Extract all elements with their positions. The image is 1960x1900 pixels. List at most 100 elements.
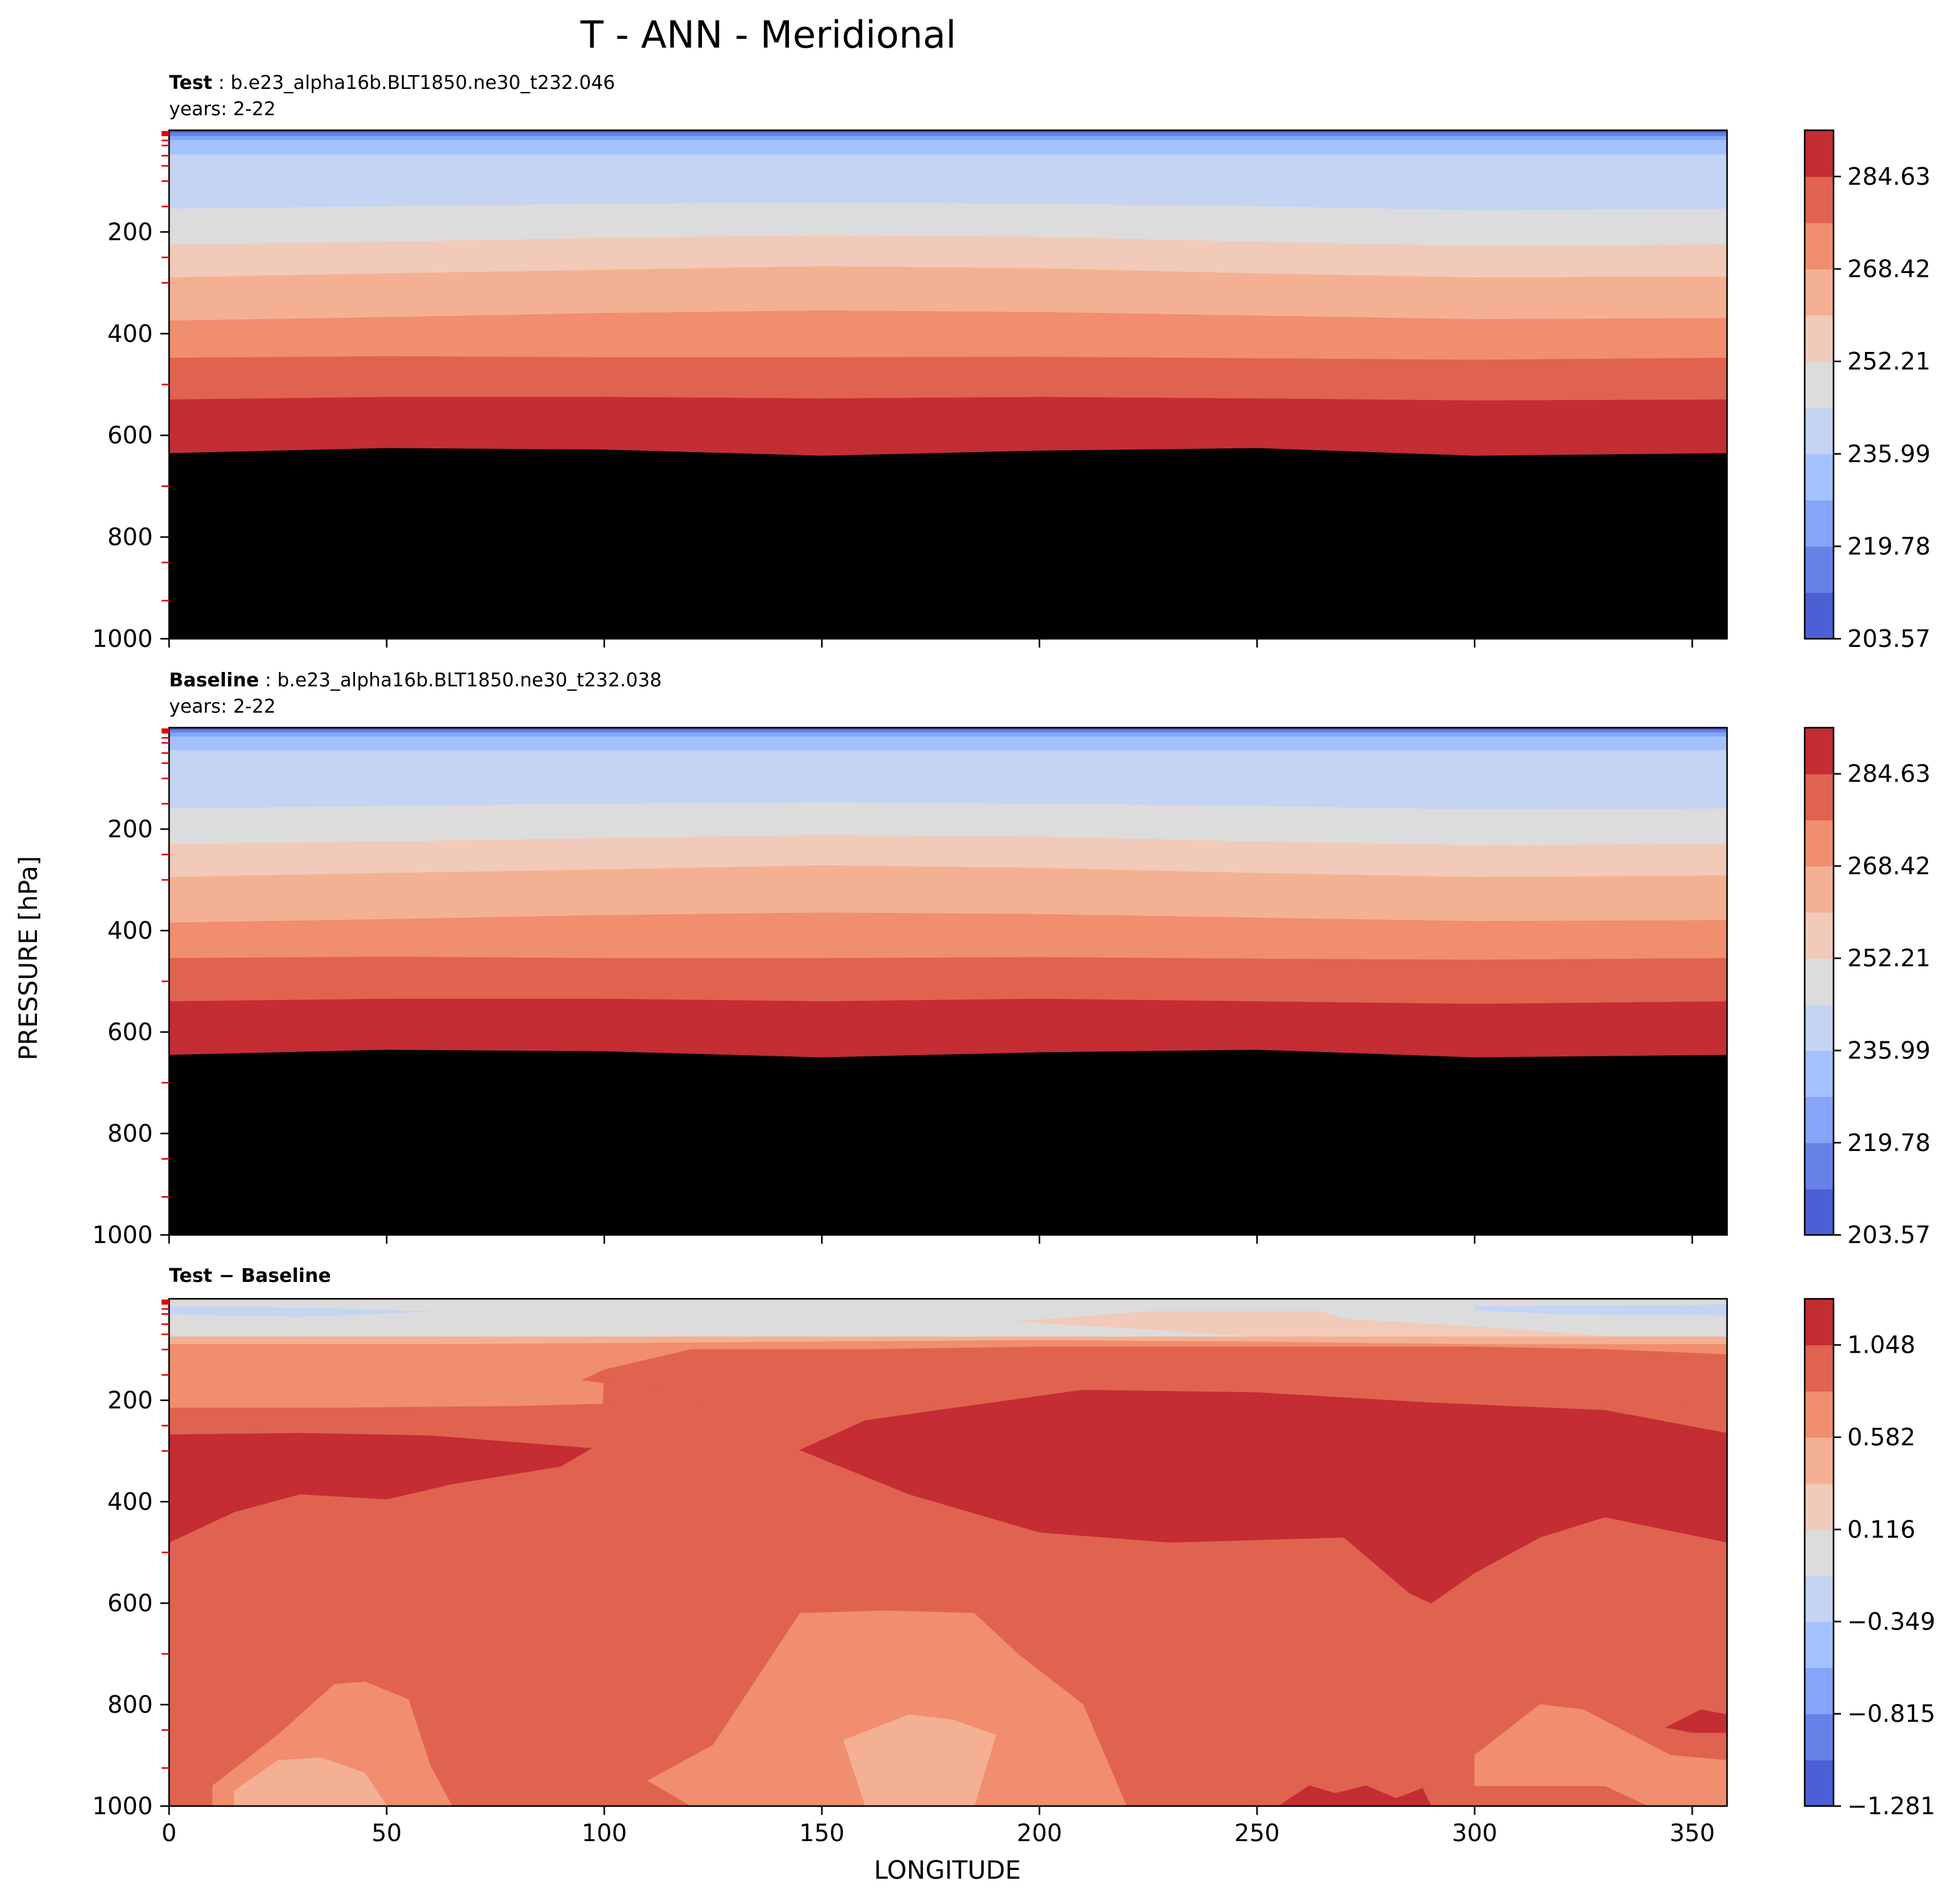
colorbar-segment xyxy=(1805,315,1834,362)
colorbar-frame xyxy=(1803,129,1835,640)
colorbar-segment xyxy=(1805,1621,1834,1668)
colorbar-tick-label: 203.57 xyxy=(1847,1221,1931,1249)
y-tick-label: 400 xyxy=(107,320,153,348)
x-tick-label: 150 xyxy=(799,1819,845,1847)
colorbar-segment xyxy=(1805,728,1834,775)
colorbar-segment xyxy=(1805,1050,1834,1097)
panel-header-baseline: Baseline : b.e23_alpha16b.BLT1850.ne30_t… xyxy=(169,669,662,691)
x-tick-label: 300 xyxy=(1452,1819,1498,1847)
y-tick-label: 600 xyxy=(107,1589,153,1617)
y-tick-label: 1000 xyxy=(92,1221,153,1249)
colorbar-segment xyxy=(1805,1004,1834,1051)
y-axis-label: PRESSURE [hPa] xyxy=(14,856,43,1060)
colorbar-segment xyxy=(1805,1713,1834,1760)
x-tick-label: 250 xyxy=(1234,1819,1280,1847)
panel-label: Baseline xyxy=(169,669,259,691)
figure-title: T - ANN - Meridional xyxy=(580,13,956,57)
colorbar-segment xyxy=(1805,453,1834,501)
colorbar-segment xyxy=(1805,222,1834,270)
colorbar-tick-label: 0.582 xyxy=(1847,1423,1916,1451)
colorbar-segment xyxy=(1805,176,1834,224)
y-tick-label: 400 xyxy=(107,1488,153,1515)
contour-region-10 xyxy=(1665,1709,1727,1733)
y-tick-label: 400 xyxy=(107,917,153,944)
panel-label: Test xyxy=(169,72,212,94)
colorbar-segment xyxy=(1805,1345,1834,1391)
contour-band-13 xyxy=(169,587,1727,639)
colorbar-segment xyxy=(1805,773,1834,820)
x-tick-label: 100 xyxy=(582,1819,627,1847)
panel-years-baseline: years: 2-22 xyxy=(169,696,276,718)
colorbar-tick-label: 284.63 xyxy=(1847,163,1931,190)
contour-region-13 xyxy=(1474,1704,1727,1806)
colorbar-segment xyxy=(1805,1760,1834,1807)
colorbar-segment xyxy=(1805,912,1834,959)
y-tick-label: 600 xyxy=(107,1018,153,1046)
panel-test: 200 400 600 800 1000 203.57 219.78 235.99 252.21… xyxy=(92,129,1931,653)
colorbar-segment xyxy=(1805,1529,1834,1576)
x-tick-label: 0 xyxy=(162,1819,177,1847)
contour-band-13 xyxy=(169,1192,1727,1235)
x-axis-label: LONGITUDE xyxy=(874,1856,1021,1885)
colorbar-frame xyxy=(1803,726,1835,1236)
colorbar-tick-label: 252.21 xyxy=(1847,944,1931,972)
colorbar-segment xyxy=(1805,1142,1834,1189)
panel-case: b.e23_alpha16b.BLT1850.ne30_t232.038 xyxy=(277,669,662,691)
contour-area xyxy=(169,728,1727,1235)
panel-sep: : xyxy=(212,72,230,94)
colorbar-tick-label: 219.78 xyxy=(1847,1129,1931,1157)
contour-region-8 xyxy=(169,1433,592,1543)
colorbar-segment xyxy=(1805,958,1834,1005)
colorbar-segment xyxy=(1805,407,1834,455)
contour-region-16 xyxy=(1278,1785,1431,1806)
colorbar-segment xyxy=(1805,592,1834,639)
colorbar-segment xyxy=(1805,1437,1834,1484)
y-tick-label: 800 xyxy=(107,524,153,551)
colorbar-segment xyxy=(1805,269,1834,316)
panel-baseline: 200 400 600 800 1000 203.57 219.78 235.99 252.21… xyxy=(92,726,1931,1249)
colorbar-tick-label: 268.42 xyxy=(1847,255,1931,282)
colorbar-tick-label: 235.99 xyxy=(1847,440,1931,468)
colorbar-tick-label: 235.99 xyxy=(1847,1037,1931,1065)
y-tick-label: 1000 xyxy=(92,1792,153,1820)
panel-header-diff: Test − Baseline xyxy=(169,1265,331,1287)
panel-years-test: years: 2-22 xyxy=(169,98,276,120)
colorbar: 203.57 219.78 235.99 252.21 268.42 284.63 xyxy=(1803,726,1931,1249)
y-tick-label: 200 xyxy=(107,815,153,843)
colorbar-segment xyxy=(1805,820,1834,867)
colorbar-segment xyxy=(1805,1391,1834,1438)
contour-region-9 xyxy=(799,1390,1727,1604)
contour-region-11 xyxy=(647,1610,1127,1806)
colorbar-segment xyxy=(1805,1097,1834,1144)
y-tick-label: 800 xyxy=(107,1691,153,1718)
contour-band-12 xyxy=(169,1107,1727,1235)
x-tick-label: 200 xyxy=(1017,1819,1063,1847)
colorbar-tick-label: 252.21 xyxy=(1847,348,1931,375)
contour-region-1 xyxy=(169,1306,431,1317)
y-tick-label: 200 xyxy=(107,218,153,245)
panel-case: b.e23_alpha16b.BLT1850.ne30_t232.046 xyxy=(230,72,615,94)
colorbar-tick-label: 0.116 xyxy=(1847,1515,1916,1543)
colorbar-tick-label: −0.815 xyxy=(1847,1700,1936,1728)
colorbar: 203.57 219.78 235.99 252.21 268.42 284.63 xyxy=(1803,129,1931,653)
y-tick-label: 200 xyxy=(107,1386,153,1414)
colorbar-tick-label: 1.048 xyxy=(1847,1331,1916,1359)
contour-region-15 xyxy=(843,1714,997,1806)
colorbar-segment xyxy=(1805,361,1834,408)
colorbar-segment xyxy=(1805,1299,1834,1346)
colorbar-tick-label: 219.78 xyxy=(1847,532,1931,560)
colorbar-segment xyxy=(1805,1575,1834,1622)
colorbar-segment xyxy=(1805,500,1834,547)
x-tick-label: 50 xyxy=(371,1819,401,1847)
colorbar-segment xyxy=(1805,546,1834,593)
y-tick-label: 800 xyxy=(107,1120,153,1147)
y-tick-label: 600 xyxy=(107,421,153,449)
contour-region-2 xyxy=(1474,1304,1727,1316)
colorbar-segment xyxy=(1805,1483,1834,1530)
colorbar-tick-label: −0.349 xyxy=(1847,1608,1936,1635)
colorbar: −1.281 −0.815 −0.349 0.116 0.582 1.048 xyxy=(1803,1298,1936,1820)
contour-area xyxy=(169,1299,1727,1806)
contour-area xyxy=(169,130,1727,639)
panel-difference: 200 400 600 800 1000 0 50 100 150 200 250 300 350 −1.… xyxy=(92,1298,1936,1847)
